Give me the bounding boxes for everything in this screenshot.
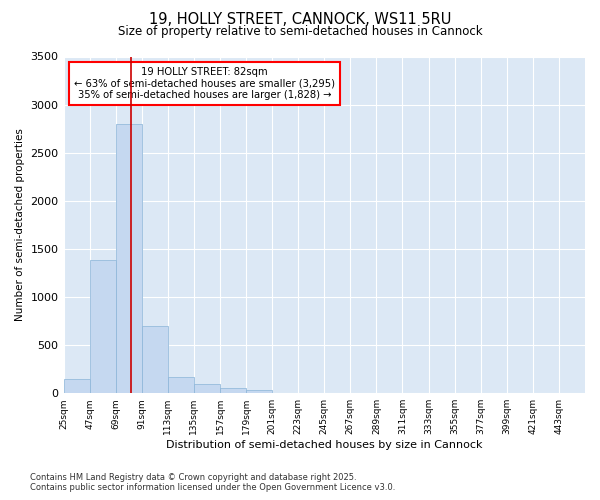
Bar	[142, 326, 168, 393]
Text: Size of property relative to semi-detached houses in Cannock: Size of property relative to semi-detach…	[118, 25, 482, 38]
Bar	[64, 379, 89, 393]
Bar	[168, 378, 194, 393]
Text: 19, HOLLY STREET, CANNOCK, WS11 5RU: 19, HOLLY STREET, CANNOCK, WS11 5RU	[149, 12, 451, 28]
Bar	[194, 384, 220, 393]
Text: 19 HOLLY STREET: 82sqm
← 63% of semi-detached houses are smaller (3,295)
35% of : 19 HOLLY STREET: 82sqm ← 63% of semi-det…	[74, 66, 335, 100]
Bar	[89, 260, 116, 393]
Bar	[116, 124, 142, 393]
Text: Contains HM Land Registry data © Crown copyright and database right 2025.
Contai: Contains HM Land Registry data © Crown c…	[30, 473, 395, 492]
X-axis label: Distribution of semi-detached houses by size in Cannock: Distribution of semi-detached houses by …	[166, 440, 482, 450]
Bar	[246, 390, 272, 393]
Y-axis label: Number of semi-detached properties: Number of semi-detached properties	[15, 128, 25, 322]
Bar	[220, 388, 246, 393]
